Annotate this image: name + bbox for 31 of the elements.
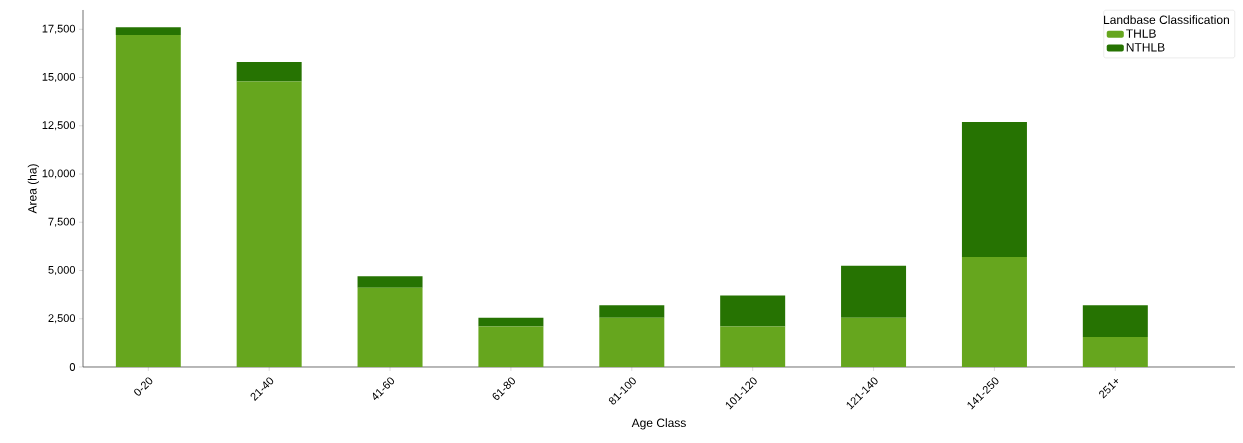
y-tick-label: 15,000 <box>42 73 76 83</box>
y-tick-label: 17,500 <box>42 24 76 34</box>
bar <box>357 276 423 288</box>
bar <box>1082 305 1148 338</box>
y-tick-label: 2,500 <box>48 314 76 324</box>
legend-label: THLB <box>1126 29 1156 38</box>
bar <box>720 295 786 327</box>
bar <box>599 317 665 367</box>
y-tick-label: 0 <box>69 363 76 371</box>
legend-title: Landbase Classification <box>1104 15 1229 24</box>
bar <box>478 317 544 327</box>
y-tick-label: 10,000 <box>42 169 76 179</box>
bar <box>599 305 665 318</box>
legend-label: NTHLB <box>1126 43 1165 52</box>
x-axis-title: Age Class <box>631 418 686 430</box>
bar <box>115 35 181 367</box>
bar <box>961 256 1027 367</box>
bar <box>236 62 302 82</box>
bar <box>720 326 786 367</box>
bar <box>1082 337 1148 367</box>
bar <box>478 326 544 367</box>
y-tick-label: 5,000 <box>48 265 76 276</box>
bar <box>841 265 907 318</box>
bar <box>236 81 302 367</box>
bar <box>961 121 1027 257</box>
bar <box>115 27 181 36</box>
y-tick-label: 7,500 <box>48 217 76 227</box>
y-axis-title: Area (ha) <box>27 164 39 214</box>
y-tick-label: 12,500 <box>42 121 76 131</box>
bar <box>357 287 423 367</box>
bar <box>841 317 907 367</box>
